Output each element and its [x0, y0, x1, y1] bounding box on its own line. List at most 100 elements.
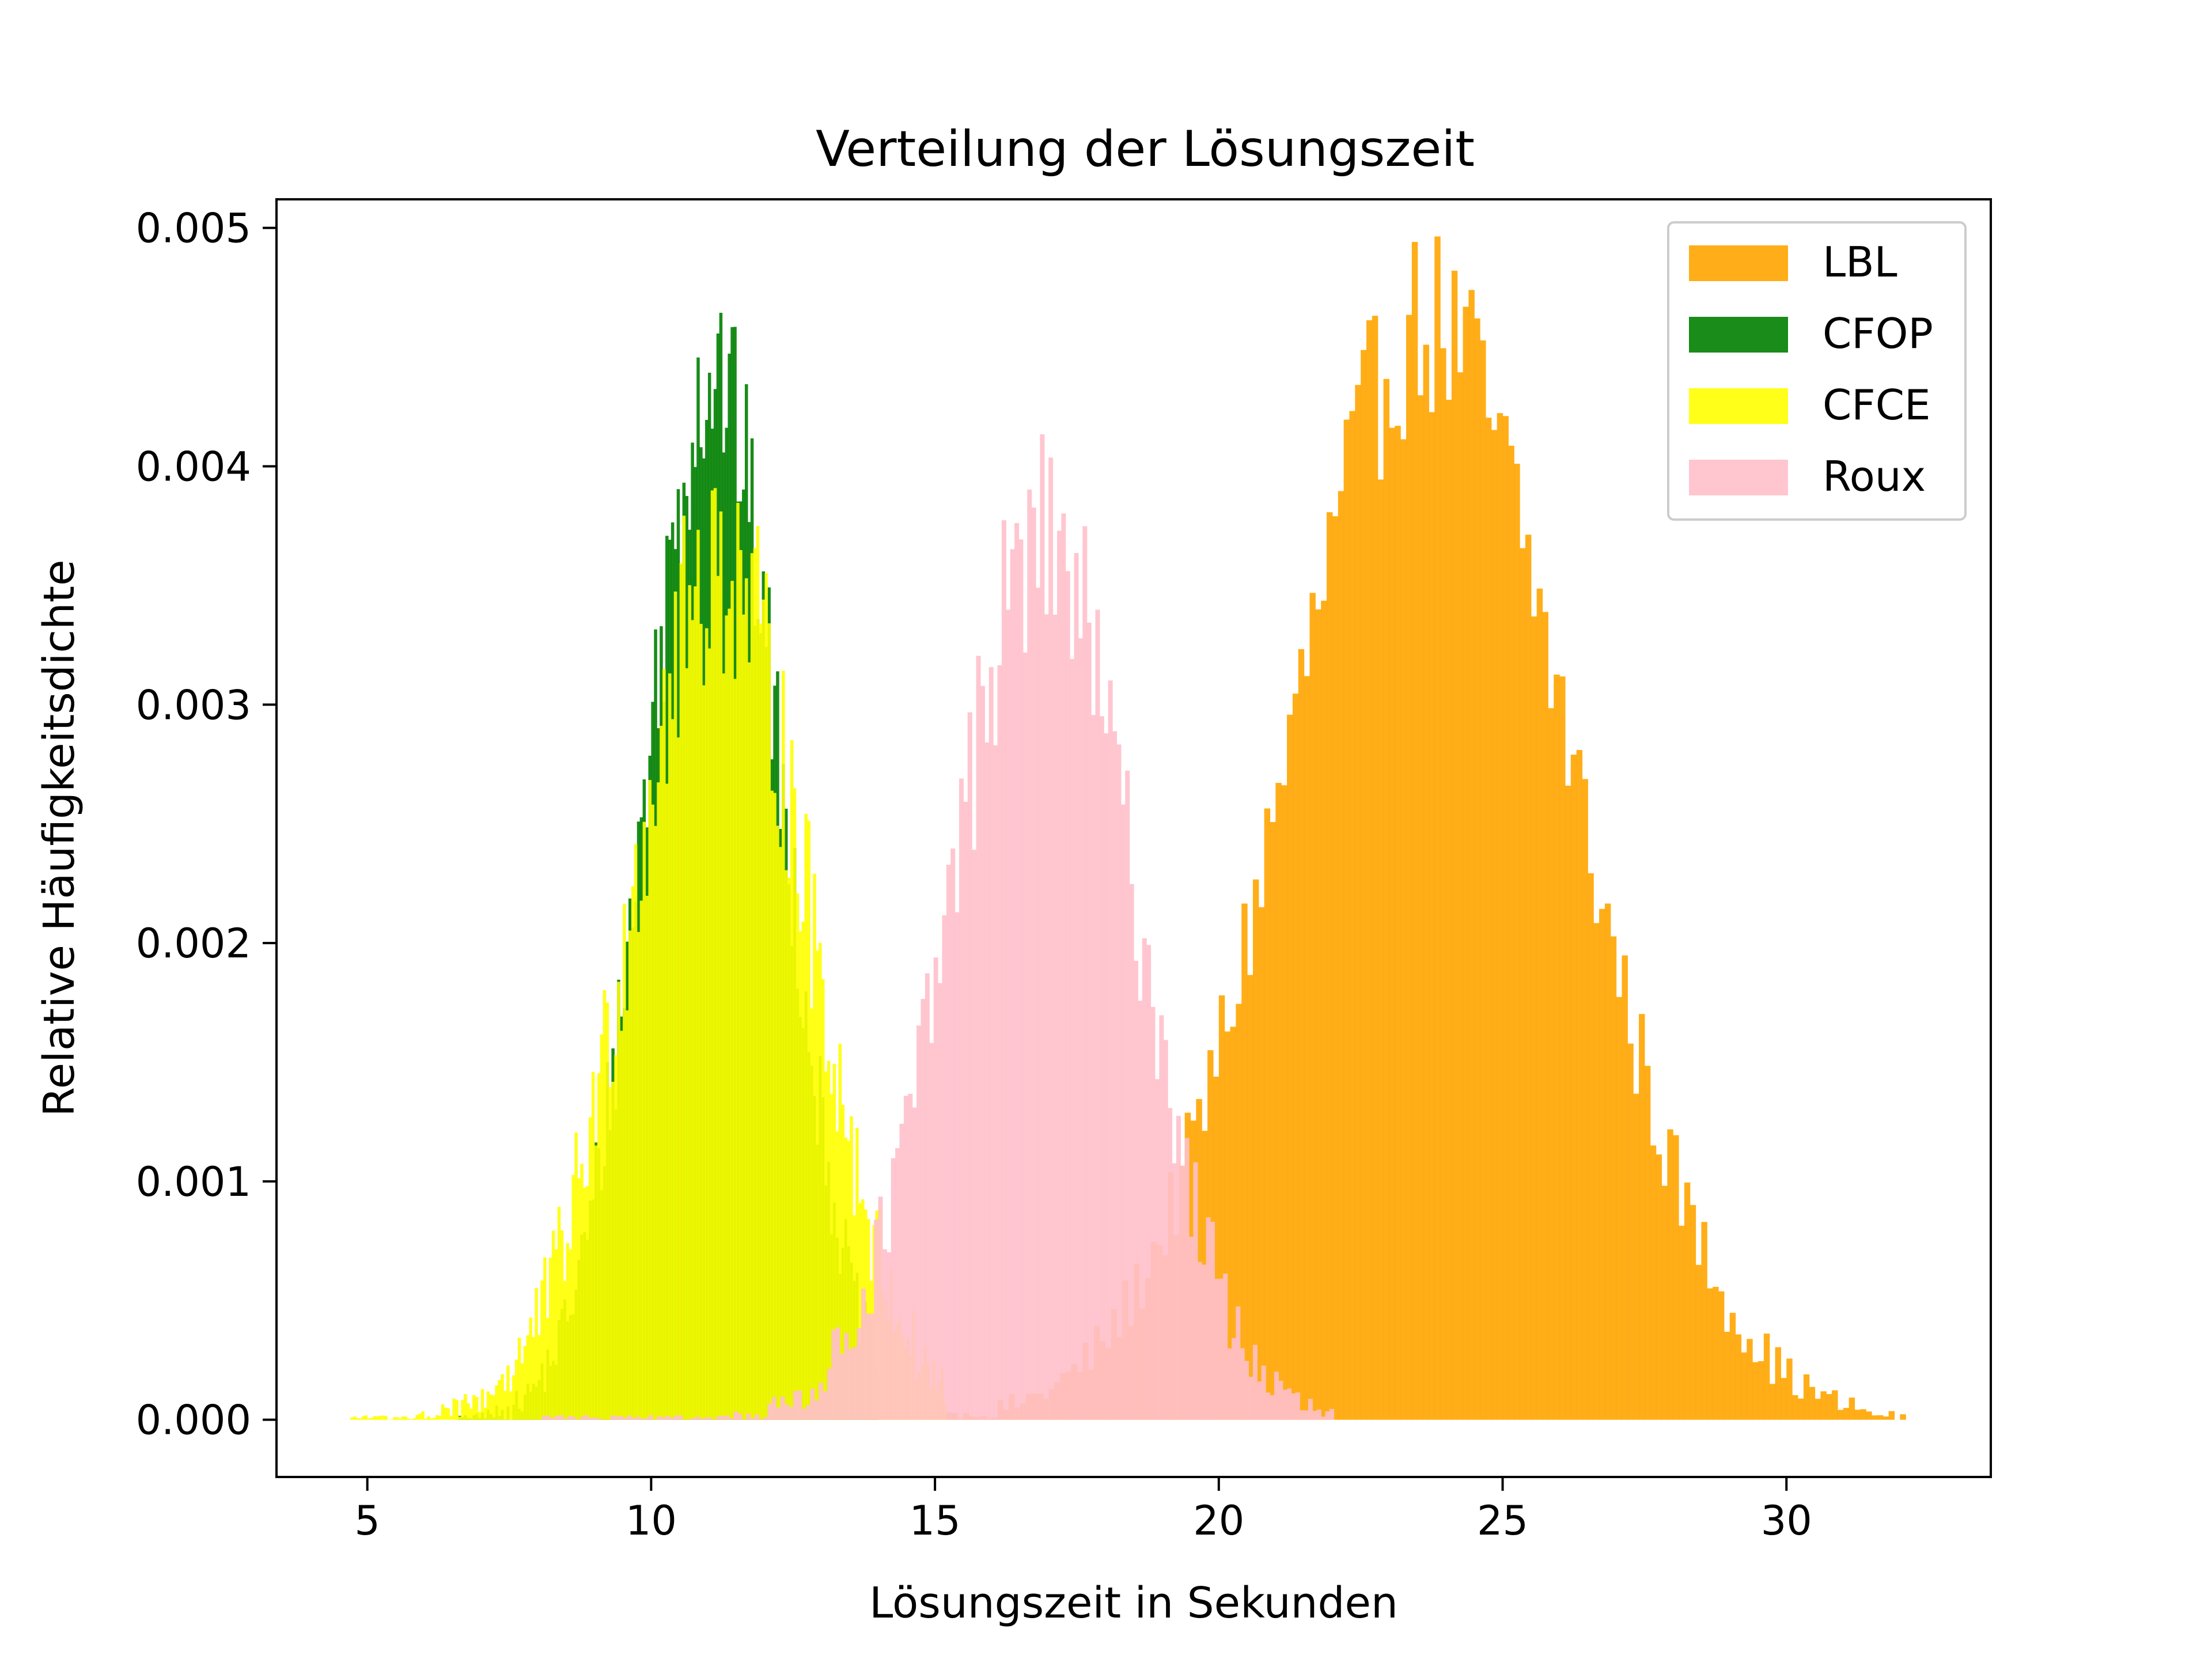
bar — [850, 1116, 853, 1420]
bar — [1395, 426, 1401, 1420]
bar — [821, 979, 825, 1420]
bar — [631, 886, 635, 1420]
bar — [506, 1365, 510, 1420]
bar — [611, 1081, 615, 1420]
bar — [967, 712, 972, 1420]
bar — [1673, 1135, 1679, 1420]
bar — [755, 1414, 760, 1420]
bar — [1542, 612, 1548, 1420]
bar — [1531, 616, 1537, 1420]
bar — [651, 804, 654, 1420]
bar — [614, 1055, 618, 1420]
bar — [695, 1416, 700, 1420]
bar — [1610, 936, 1617, 1420]
bar — [469, 1408, 473, 1420]
bar — [654, 825, 657, 1420]
bar — [571, 1416, 577, 1420]
bar — [776, 1407, 781, 1420]
bar — [816, 950, 819, 1420]
bar — [1091, 715, 1096, 1420]
bar — [814, 1400, 819, 1420]
legend-label: Roux — [1823, 452, 1926, 501]
bar — [1197, 1262, 1202, 1420]
bar — [551, 1230, 555, 1420]
bar — [1120, 804, 1126, 1420]
bar — [903, 1096, 908, 1420]
bar — [1701, 1222, 1707, 1420]
bar — [1366, 320, 1373, 1420]
bar — [1684, 1182, 1691, 1420]
bar — [1803, 1374, 1810, 1420]
bar — [1129, 884, 1134, 1420]
legend: LBL CFOP CFCE Roux — [1667, 221, 1967, 521]
bar — [1022, 652, 1028, 1420]
bar — [554, 1249, 558, 1420]
bar — [1372, 316, 1378, 1420]
bar — [1627, 1043, 1634, 1420]
bar — [1491, 430, 1498, 1420]
bar — [916, 1025, 922, 1420]
bar — [639, 1418, 645, 1420]
bar — [503, 1391, 507, 1420]
bar — [566, 1243, 570, 1420]
legend-item-cfce: CFCE — [1689, 381, 1930, 429]
bar — [1316, 1409, 1321, 1420]
bar — [1679, 1225, 1685, 1420]
bar — [1270, 1395, 1275, 1420]
bar — [1287, 1388, 1292, 1420]
bar — [378, 1415, 382, 1420]
bar — [908, 1093, 913, 1420]
bar — [1400, 439, 1407, 1420]
bar — [840, 1353, 845, 1420]
bar — [1163, 1040, 1168, 1420]
bar — [517, 1338, 521, 1420]
bar — [1832, 1390, 1838, 1420]
bar — [550, 1418, 555, 1420]
bar — [682, 516, 686, 1420]
bar — [480, 1389, 484, 1420]
bar — [588, 1117, 592, 1420]
bar — [520, 1363, 524, 1420]
bar — [707, 1417, 713, 1420]
bar — [1078, 638, 1083, 1420]
bar — [793, 788, 797, 1420]
bar — [810, 1008, 813, 1420]
bar — [390, 1419, 393, 1420]
bar — [546, 1318, 550, 1420]
bar — [1872, 1415, 1878, 1420]
bar — [733, 679, 737, 1420]
bar — [617, 982, 620, 1420]
bar — [882, 1249, 887, 1420]
bar — [435, 1415, 439, 1420]
bar — [642, 821, 646, 1420]
legend-item-cfop: CFOP — [1689, 309, 1933, 358]
bar — [644, 1418, 649, 1420]
bar — [832, 1063, 836, 1420]
bar — [759, 1419, 764, 1420]
bar — [1252, 879, 1259, 1420]
bar — [925, 973, 930, 1420]
bar — [455, 1400, 459, 1420]
bar — [1565, 785, 1571, 1420]
bar — [1001, 520, 1006, 1420]
bar — [614, 1416, 619, 1420]
bar — [707, 648, 711, 1420]
bar — [1809, 1387, 1816, 1420]
bar — [608, 1087, 612, 1420]
bar — [1018, 539, 1024, 1420]
bar — [631, 1417, 636, 1420]
bar — [1312, 1411, 1317, 1420]
bar — [367, 1418, 371, 1420]
bar — [1292, 694, 1299, 1420]
bar — [1189, 1236, 1194, 1420]
bar — [1690, 1205, 1696, 1420]
bar — [418, 1414, 422, 1420]
bar — [1650, 1145, 1657, 1420]
bar — [1843, 1408, 1850, 1420]
bar — [959, 778, 964, 1420]
bar — [461, 1400, 464, 1420]
bar — [1006, 609, 1011, 1420]
bar — [1281, 785, 1287, 1420]
bar — [1236, 1003, 1242, 1420]
bar — [1056, 531, 1062, 1420]
